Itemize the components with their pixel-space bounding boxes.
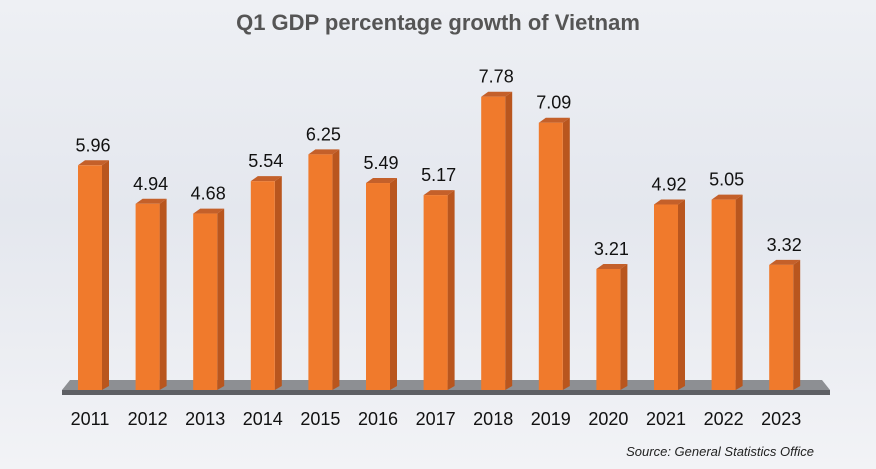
bar-side — [735, 194, 743, 390]
bar-side — [390, 178, 397, 390]
x-tick-label: 2018 — [473, 409, 513, 429]
bar — [769, 264, 794, 390]
bar-top — [423, 190, 455, 196]
x-tick-label: 2012 — [128, 409, 168, 429]
bar — [78, 165, 102, 390]
data-label: 5.54 — [248, 151, 283, 171]
bar-top — [596, 263, 628, 269]
bar-side — [678, 199, 685, 390]
x-tick-label: 2011 — [71, 409, 110, 429]
bar-top — [250, 176, 282, 182]
bar-top — [711, 194, 743, 200]
data-label: 7.78 — [479, 67, 514, 87]
bar-top — [654, 199, 685, 205]
bar-top — [193, 208, 225, 214]
data-label: 5.17 — [421, 165, 456, 185]
data-label: 6.25 — [306, 124, 341, 144]
bar-side — [217, 208, 225, 390]
bar-side — [505, 91, 513, 390]
x-tick-label: 2023 — [761, 409, 801, 429]
bar-top — [308, 149, 340, 155]
x-tick-label: 2021 — [646, 409, 686, 429]
bar — [711, 199, 736, 390]
x-tick-label: 2022 — [704, 409, 744, 429]
source-note: Source: General Statistics Office — [626, 444, 814, 459]
bar-side — [447, 190, 455, 390]
baseline-platform — [62, 390, 830, 395]
x-tick-label: 2020 — [588, 409, 628, 429]
chart-title: Q1 GDP percentage growth of Vietnam — [236, 10, 640, 35]
bar-top — [135, 198, 167, 204]
bar — [481, 96, 506, 390]
x-tick-label: 2014 — [243, 409, 283, 429]
bar-side — [332, 149, 340, 390]
x-tick-label: 2016 — [358, 409, 398, 429]
x-tick-label: 2015 — [300, 409, 340, 429]
data-label: 4.68 — [191, 184, 226, 204]
x-tick-label: 2019 — [531, 409, 571, 429]
bar-side — [620, 263, 628, 390]
data-label: 3.21 — [594, 239, 629, 259]
data-label: 7.09 — [536, 93, 571, 113]
bar-side — [793, 259, 801, 390]
bar — [423, 195, 448, 390]
data-label: 4.92 — [651, 175, 686, 195]
bar — [596, 268, 621, 390]
bar — [308, 154, 333, 390]
data-label: 4.94 — [133, 174, 168, 194]
x-tick-label: 2013 — [185, 409, 225, 429]
bar — [193, 213, 218, 390]
bar-top — [366, 178, 397, 184]
bar — [250, 181, 275, 390]
bar-side — [159, 198, 167, 390]
data-label: 5.49 — [363, 153, 398, 173]
data-label: 3.32 — [767, 235, 802, 255]
bar-top — [78, 160, 109, 166]
bar-top — [769, 259, 801, 265]
bar — [366, 183, 390, 390]
data-label: 5.05 — [709, 170, 744, 190]
bar-top — [481, 91, 513, 97]
bar — [654, 204, 678, 390]
bar-side — [102, 160, 109, 390]
bar — [135, 203, 160, 390]
x-tick-label: 2017 — [416, 409, 456, 429]
data-label: 5.96 — [75, 135, 110, 155]
bar-top — [538, 117, 570, 123]
bar-side — [274, 176, 282, 390]
bar — [538, 122, 563, 390]
bar-side — [562, 117, 570, 390]
